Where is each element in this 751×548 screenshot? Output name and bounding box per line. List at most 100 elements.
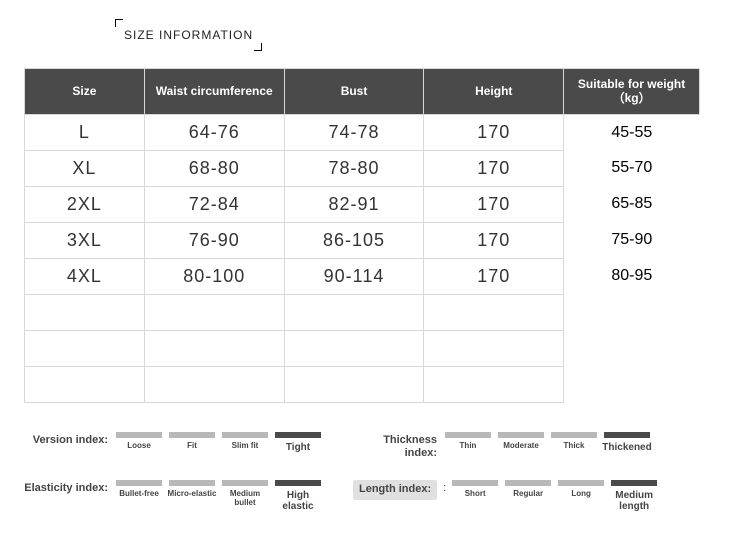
table-row: 2XL72-8482-9117065-85 [25, 186, 700, 222]
table-cell [144, 294, 284, 330]
table-cell [424, 294, 564, 330]
col-header: Height [424, 69, 564, 115]
swatch-block: Medium bullet [220, 480, 270, 512]
swatch-label: Loose [127, 442, 151, 451]
swatch-label: Medium bullet [220, 490, 270, 508]
table-cell [25, 330, 145, 366]
swatch-block: Thickened [602, 432, 652, 453]
table-row [25, 366, 700, 402]
table-row: L64-7674-7817045-55 [25, 114, 700, 150]
swatch [222, 480, 268, 486]
table-cell: 74-78 [284, 114, 424, 150]
table-cell [144, 330, 284, 366]
index-group: Thickness index: Thin ModerateThickThicken… [353, 432, 652, 460]
swatch-label: Short [465, 490, 486, 499]
table-cell: 170 [424, 114, 564, 150]
table-cell [284, 366, 424, 402]
bracket-top-left [115, 19, 123, 27]
table-row: XL68-8078-8017055-70 [25, 150, 700, 186]
swatch-label: High elastic [273, 490, 323, 512]
swatch [169, 432, 215, 438]
swatch-block: Moderate [496, 432, 546, 453]
table-cell: 78-80 [284, 150, 424, 186]
swatch-label: Regular [513, 490, 543, 499]
table-cell: 86-105 [284, 222, 424, 258]
size-table-container: SizeWaist circumferenceBustHeightSuitabl… [24, 68, 700, 403]
col-header: Suitable for weight（kg） [564, 69, 700, 115]
swatch [551, 432, 597, 438]
swatch-block: Short [450, 480, 500, 512]
swatches: Thin ModerateThickThickened [443, 432, 652, 453]
table-cell [564, 330, 700, 366]
table-cell: 80-100 [144, 258, 284, 294]
swatch-block: Tight [273, 432, 323, 453]
swatch-block: Fit [167, 432, 217, 453]
index-group: Elasticity index: Bullet-free Micro-elasti… [24, 480, 323, 512]
swatches: Loose Fit Slim fit Tight [114, 432, 323, 453]
swatch-block: Loose [114, 432, 164, 453]
swatch-block: Thick [549, 432, 599, 453]
swatch-block: Bullet-free [114, 480, 164, 512]
table-cell: 68-80 [144, 150, 284, 186]
swatch [498, 432, 544, 438]
col-header: Size [25, 69, 145, 115]
index-label: Thickness index: [353, 432, 443, 460]
swatch [169, 480, 215, 486]
table-cell [424, 366, 564, 402]
swatch [558, 480, 604, 486]
table-cell: 2XL [25, 186, 145, 222]
table-cell [25, 294, 145, 330]
index-colon: : [443, 480, 450, 494]
swatch-label: Thickened [602, 442, 651, 453]
swatch-label: Tight [286, 442, 310, 453]
table-cell [25, 366, 145, 402]
swatch-block: Medium length [609, 480, 659, 512]
swatch [116, 480, 162, 486]
table-cell [284, 330, 424, 366]
swatch-label: Thin [460, 442, 477, 451]
table-cell [564, 294, 700, 330]
swatch-label: Slim fit [232, 442, 259, 451]
table-cell: 55-70 [564, 150, 700, 186]
swatches: Short Regular Long Medium length [450, 480, 659, 512]
table-cell: 170 [424, 222, 564, 258]
swatch-label: Long [571, 490, 591, 499]
index-group: Length index::Short Regular Long Medium len… [353, 480, 659, 512]
table-row [25, 330, 700, 366]
swatches: Bullet-free Micro-elasticMedium bulletHig… [114, 480, 323, 512]
swatch [222, 432, 268, 438]
index-label: Length index: [353, 480, 437, 499]
swatch [505, 480, 551, 486]
table-cell: 72-84 [144, 186, 284, 222]
table-cell: L [25, 114, 145, 150]
table-cell [144, 366, 284, 402]
swatch [452, 480, 498, 486]
table-cell: 4XL [25, 258, 145, 294]
table-cell: 82-91 [284, 186, 424, 222]
table-cell: 75-90 [564, 222, 700, 258]
swatch [275, 432, 321, 438]
table-cell [424, 330, 564, 366]
bracket-bottom-right [254, 43, 262, 51]
swatch [116, 432, 162, 438]
swatch-block: Slim fit [220, 432, 270, 453]
swatch-block: Thin [443, 432, 493, 453]
index-label: Elasticity index: [24, 480, 114, 495]
swatch [275, 480, 321, 486]
table-cell: 170 [424, 150, 564, 186]
indices-section: Version index:LooseFitSlim fitTightThick… [24, 432, 724, 532]
swatch [611, 480, 657, 486]
table-cell: 76-90 [144, 222, 284, 258]
table-cell [564, 366, 700, 402]
table-cell: 45-55 [564, 114, 700, 150]
col-header: Waist circumference [144, 69, 284, 115]
swatch-label: Bullet-free [119, 490, 159, 499]
table-row: 3XL76-9086-10517075-90 [25, 222, 700, 258]
swatch [445, 432, 491, 438]
table-cell: 90-114 [284, 258, 424, 294]
swatch-block: Micro-elastic [167, 480, 217, 512]
swatch-block: Regular [503, 480, 553, 512]
header-title: SIZE INFORMATION [124, 28, 253, 42]
table-cell: 170 [424, 258, 564, 294]
swatch-label: Medium length [609, 490, 659, 512]
